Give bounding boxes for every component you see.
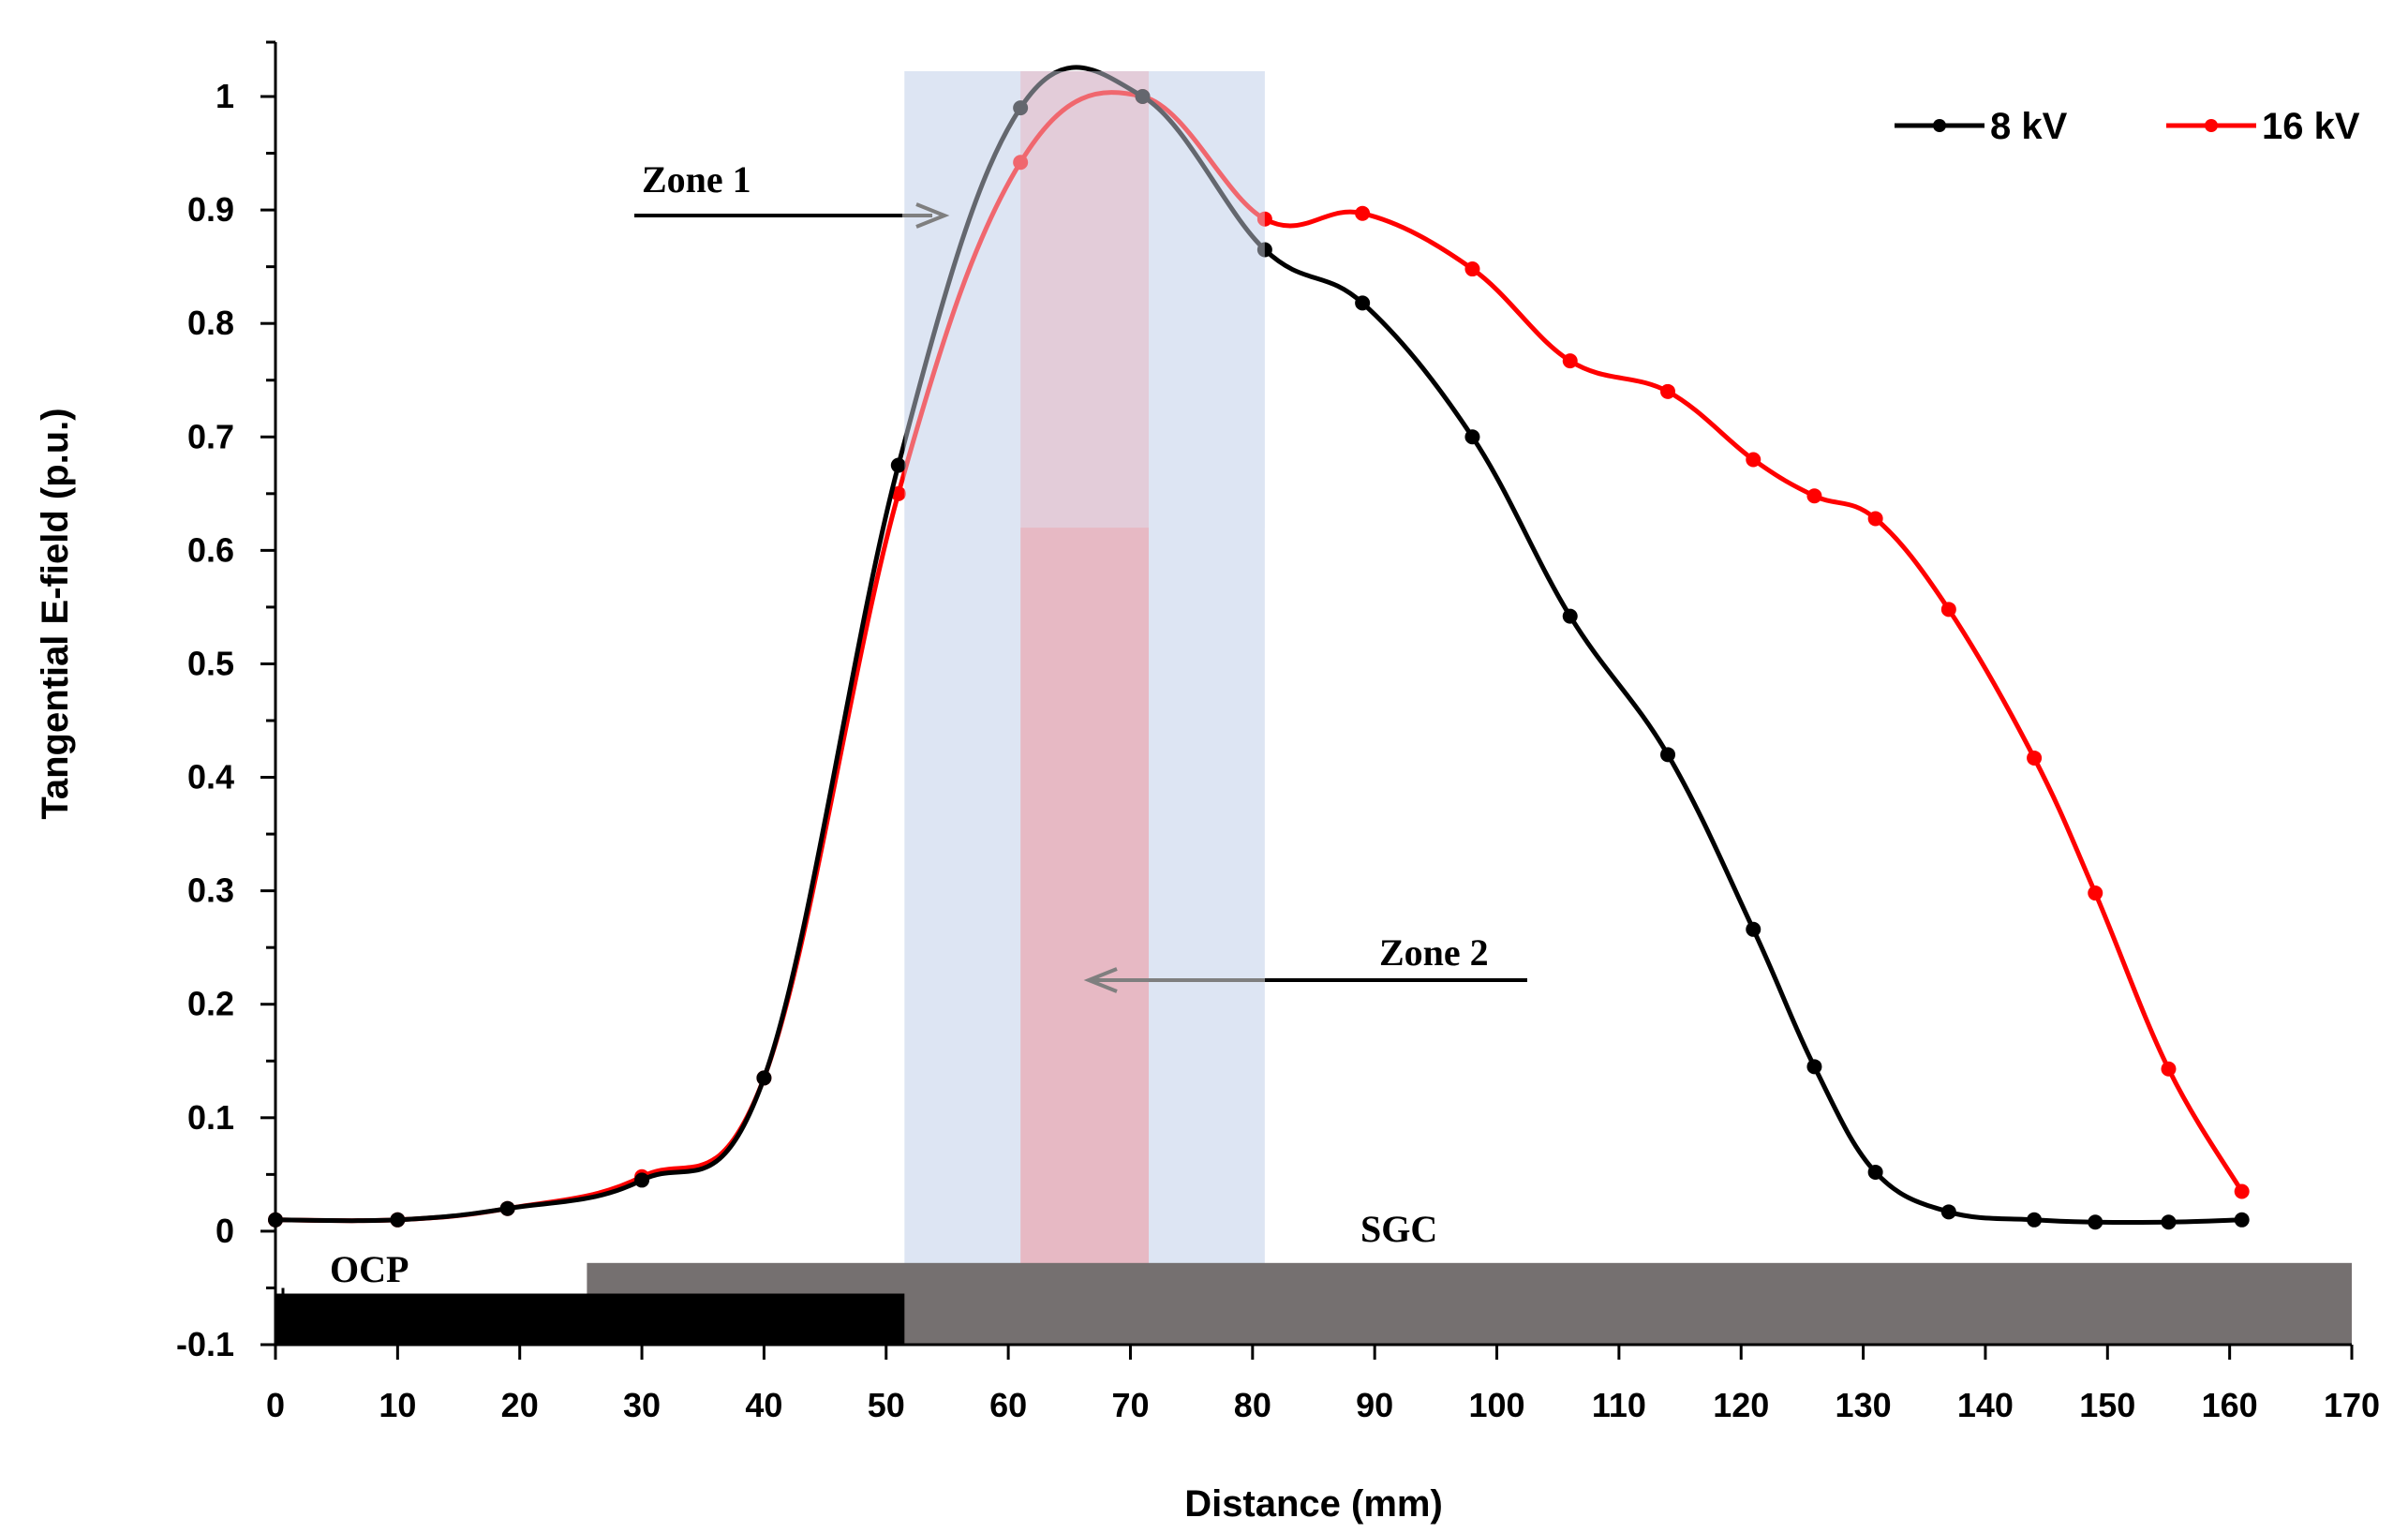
x-tick-label: 60 [989, 1386, 1027, 1424]
y-tick-label: 0.1 [187, 1098, 234, 1137]
data-point-8kv [1746, 921, 1761, 937]
data-point-8kv [756, 1070, 772, 1086]
data-point-8kv [1464, 429, 1480, 445]
series-lines [268, 65, 2250, 1230]
data-point-16kv [1355, 205, 1371, 221]
y-tick-label: 0.9 [187, 190, 234, 229]
data-point-8kv [1940, 1204, 1956, 1220]
data-point-16kv [1867, 511, 1883, 527]
region-overlay [904, 71, 1265, 528]
data-point-16kv [2234, 1183, 2250, 1199]
material-bars [275, 1262, 2352, 1345]
y-tick-label: -0.1 [176, 1325, 234, 1363]
x-tick-label: 140 [1957, 1386, 2014, 1424]
data-point-16kv [890, 485, 906, 501]
data-point-16kv [1013, 155, 1029, 171]
data-point-8kv [2088, 1214, 2103, 1230]
sgc-label: SGC [1360, 1208, 1437, 1250]
background-regions [904, 71, 1265, 1345]
x-tick-label: 10 [379, 1386, 416, 1424]
data-point-8kv [634, 1172, 650, 1188]
zone-1-arrow-head [915, 202, 950, 229]
data-point-8kv [499, 1200, 515, 1216]
x-axis-title: Distance (mm) [1184, 1483, 1443, 1525]
data-point-16kv [1806, 488, 1822, 504]
data-point-16kv [1660, 383, 1676, 399]
x-tick-label: 50 [868, 1386, 905, 1424]
zone-overlay [904, 71, 1265, 528]
data-point-16kv [1464, 261, 1480, 277]
y-tick-label: 0.5 [187, 644, 234, 682]
data-point-8kv [390, 1212, 406, 1228]
legend-marker-16kv [2205, 119, 2218, 132]
series-line-8kv [273, 65, 2245, 1226]
x-tick-label: 0 [266, 1386, 285, 1424]
y-tick-label: 0.6 [187, 530, 234, 569]
legend-label-16kv: 16 kV [2262, 106, 2360, 147]
data-point-8kv [890, 457, 906, 473]
zone-2-label: Zone 2 [1379, 931, 1489, 974]
region-2 [1020, 71, 1150, 1345]
y-axis-title: Tangential E-field (p.u.) [35, 408, 76, 819]
data-point-8kv [2234, 1212, 2250, 1228]
ocp-bar [275, 1293, 905, 1345]
axes [274, 42, 2352, 1347]
x-tick-label: 110 [1592, 1386, 1646, 1424]
zone-2-arrow-head [1083, 967, 1118, 993]
x-tick-label: 170 [2324, 1386, 2380, 1424]
legend-marker-8kv [1933, 119, 1946, 132]
y-tick-label: 0.4 [187, 758, 234, 796]
y-tick-label: 1 [216, 77, 234, 115]
data-point-16kv [1746, 452, 1761, 468]
legend: 8 kV 16 kV [1895, 106, 2360, 147]
ocp-label: OCP [330, 1248, 409, 1290]
x-tick-label: 100 [1468, 1386, 1524, 1424]
zone-1-label: Zone 1 [642, 158, 751, 201]
data-point-8kv [1355, 295, 1371, 311]
x-tick-label: 130 [1836, 1386, 1892, 1424]
y-tick-label: 0 [216, 1212, 234, 1250]
data-point-8kv [2027, 1212, 2043, 1228]
x-tick-label: 30 [623, 1386, 661, 1424]
data-point-8kv [1867, 1164, 1883, 1180]
annotations: Zone 1 Zone 2 OCP SGC [330, 158, 1527, 1290]
y-tick-label: 0.2 [187, 985, 234, 1023]
x-tick-labels: 0 10 20 30 40 50 60 70 80 90 100 110 120 130 140 150 160… [266, 1345, 2380, 1424]
x-tick-label: 40 [745, 1386, 782, 1424]
data-point-16kv [1940, 602, 1956, 618]
y-tick-labels: -0.1 0 0.1 0.2 0.3 0.4 0.5 0.6 0.7 0.8 0.9 1 [176, 40, 275, 1363]
data-point-16kv [2027, 750, 2043, 766]
data-point-16kv [1256, 211, 1272, 227]
y-tick-label: 0.3 [187, 871, 234, 910]
x-tick-label: 80 [1234, 1386, 1271, 1424]
y-tick-label: 0.7 [187, 417, 234, 455]
data-point-8kv [1256, 242, 1272, 258]
data-point-16kv [2161, 1061, 2177, 1077]
x-tick-label: 160 [2202, 1386, 2258, 1424]
x-tick-label: 120 [1713, 1386, 1769, 1424]
x-tick-label: 70 [1111, 1386, 1149, 1424]
y-tick-label: 0.8 [187, 304, 234, 342]
legend-label-8kv: 8 kV [1990, 106, 2068, 147]
data-point-8kv [1013, 100, 1029, 116]
data-point-8kv [1562, 608, 1578, 624]
data-point-16kv [2088, 886, 2103, 901]
data-point-8kv [1135, 89, 1151, 104]
data-point-8kv [2161, 1214, 2177, 1230]
data-point-16kv [1562, 353, 1578, 369]
x-tick-label: 150 [2079, 1386, 2135, 1424]
x-tick-label: 90 [1356, 1386, 1393, 1424]
data-point-8kv [1660, 747, 1676, 763]
data-point-8kv [1806, 1059, 1822, 1075]
x-tick-label: 20 [501, 1386, 539, 1424]
